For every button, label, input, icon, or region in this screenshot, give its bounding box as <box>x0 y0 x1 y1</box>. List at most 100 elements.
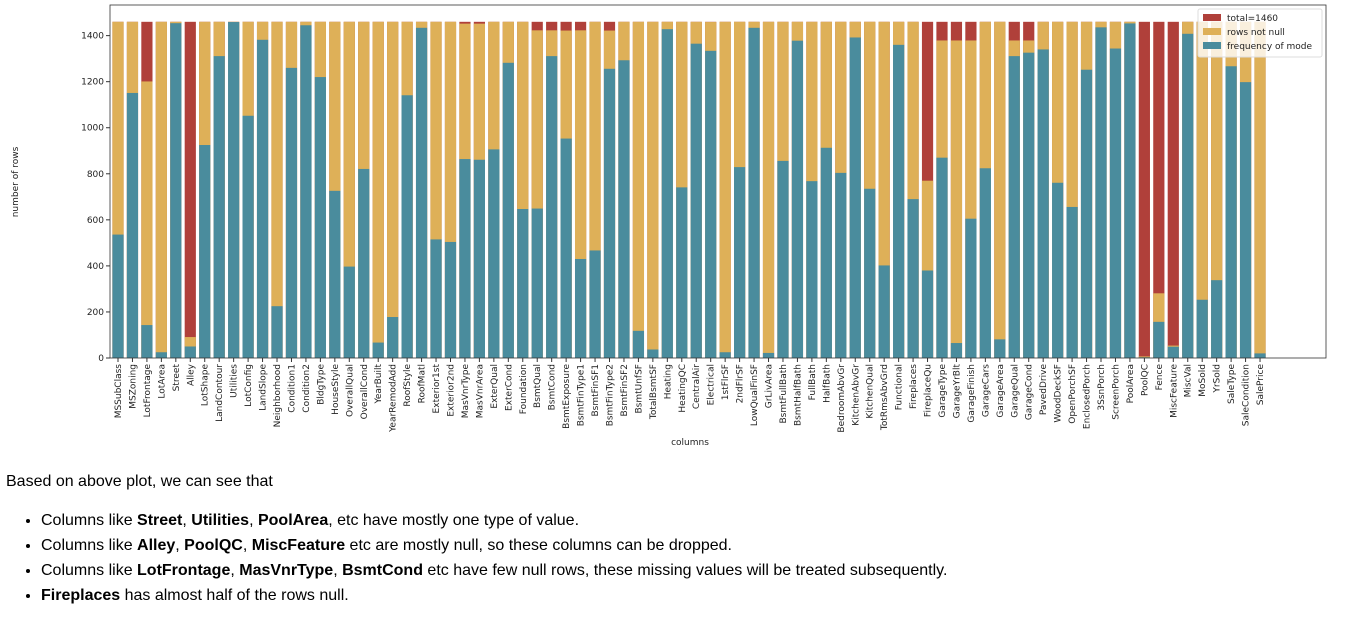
bold-text: PoolArea <box>257 512 329 529</box>
bar <box>994 21 1006 359</box>
x-tick-label: YearBuilt <box>374 364 384 405</box>
bar <box>734 167 746 358</box>
bar <box>806 181 818 358</box>
x-tick-label: OverallQual <box>345 364 355 417</box>
bar <box>126 92 139 359</box>
x-tick-label: PoolQC <box>1140 364 1150 396</box>
x-tick-label: Neighborhood <box>273 364 283 427</box>
bar <box>300 25 312 358</box>
x-tick-label: GarageType <box>938 364 948 418</box>
text: Columns like <box>41 537 138 554</box>
bar <box>271 306 283 358</box>
y-tick-label: 600 <box>87 216 104 226</box>
text: , <box>242 537 252 554</box>
x-tick-label: Fence <box>1155 364 1165 391</box>
y-tick-label: 1400 <box>81 32 104 42</box>
x-tick-label: BsmtCond <box>548 364 558 410</box>
bar <box>849 37 861 358</box>
bar <box>155 21 167 359</box>
bar <box>531 208 543 358</box>
x-tick-label: HeatingQC <box>678 364 688 413</box>
y-tick-label: 400 <box>87 262 104 272</box>
x-tick-label: Condition2 <box>302 364 312 413</box>
text: Columns like <box>41 562 138 579</box>
legend-label: total=1460 <box>1227 14 1278 24</box>
bar <box>864 188 876 358</box>
text: , <box>230 562 240 579</box>
text: etc are mostly null, so these columns ca… <box>345 537 732 554</box>
bar <box>762 21 775 359</box>
x-tick-label: BedroomAbvGr <box>837 364 847 433</box>
bold-text: MasVnrType <box>239 562 334 579</box>
bar <box>1052 182 1064 358</box>
bar <box>574 30 587 359</box>
x-tick-label: GarageArea <box>996 364 1006 418</box>
x-tick-label: LotArea <box>157 364 167 399</box>
x-tick-label: OverallCond <box>360 364 370 419</box>
bar <box>690 43 702 358</box>
x-tick-label: KitchenAbvGr <box>851 364 861 426</box>
y-tick-label: 800 <box>87 170 104 180</box>
legend-label: rows not null <box>1227 28 1285 38</box>
bar <box>271 21 283 359</box>
bar <box>950 343 963 358</box>
bar <box>387 21 399 359</box>
x-tick-label: LandContour <box>215 364 225 422</box>
bar <box>1211 280 1223 358</box>
legend-swatch <box>1203 28 1221 35</box>
x-tick-label: PavedDrive <box>1039 364 1049 416</box>
bar <box>1196 299 1208 358</box>
bar <box>415 27 428 358</box>
bar <box>517 21 529 359</box>
x-tick-label: CentralAir <box>692 364 702 409</box>
bar <box>994 339 1006 358</box>
bar <box>1095 27 1107 359</box>
bar <box>820 147 832 358</box>
x-tick-label: MiscFeature <box>1169 364 1179 418</box>
bar <box>589 250 601 358</box>
bar <box>170 23 182 358</box>
notes: Based on above plot, we can see that Col… <box>6 470 1356 608</box>
bar <box>430 21 442 359</box>
bar <box>589 21 601 359</box>
x-tick-label: GrLivArea <box>765 364 775 408</box>
bar <box>242 115 254 359</box>
x-tick-label: Condition1 <box>287 364 297 413</box>
x-tick-label: Alley <box>186 363 196 386</box>
bar <box>1254 21 1266 359</box>
x-tick-label: BsmtFinSF1 <box>591 364 601 417</box>
bar <box>936 157 948 358</box>
bar <box>228 22 240 358</box>
bar <box>719 21 731 359</box>
x-tick-label: HouseStyle <box>331 364 341 415</box>
text: , <box>175 537 185 554</box>
x-tick-label: BldgType <box>316 364 326 405</box>
bar <box>1138 356 1150 358</box>
bar <box>199 145 211 358</box>
bold-text: LotFrontage <box>137 562 231 579</box>
x-tick-label: SalePrice <box>1256 364 1266 406</box>
bar <box>762 352 775 358</box>
bar <box>907 21 919 359</box>
bar <box>430 239 442 358</box>
x-tick-label: OpenPorchSF <box>1068 364 1078 424</box>
x-tick-label: BsmtFullBath <box>779 364 789 423</box>
x-tick-label: Street <box>172 364 182 392</box>
x-tick-label: RoofStyle <box>403 364 413 407</box>
x-tick-label: SaleCondition <box>1242 364 1252 426</box>
x-tick-label: PoolArea <box>1126 364 1136 403</box>
bar <box>1196 21 1208 359</box>
bar <box>965 40 977 359</box>
bar <box>647 349 659 358</box>
y-tick-label: 1200 <box>81 78 104 88</box>
x-tick-label: RoofMatl <box>418 364 428 403</box>
x-tick-label: MoSold <box>1198 364 1208 397</box>
x-tick-label: Fireplaces <box>909 364 919 409</box>
bar <box>921 270 934 358</box>
bar <box>401 95 413 359</box>
bar <box>1182 33 1194 358</box>
text: etc have few null rows, these missing va… <box>422 562 948 579</box>
x-tick-label: MasVnrArea <box>475 364 485 418</box>
x-tick-label: YrSold <box>1213 364 1223 394</box>
text: Columns like <box>41 512 138 529</box>
